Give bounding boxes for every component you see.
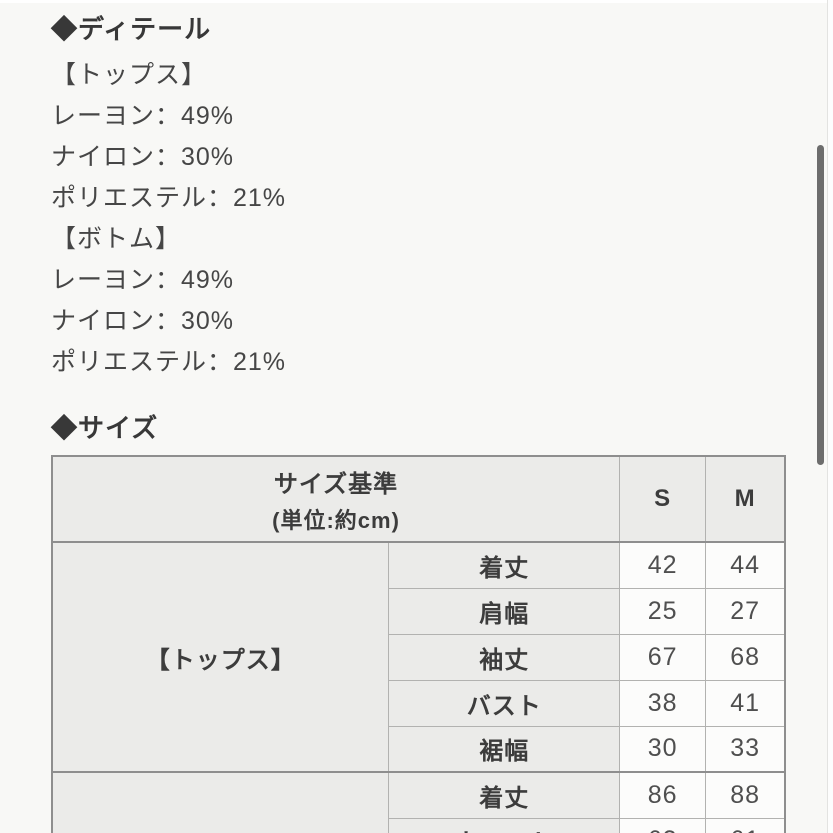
- table-row: 肩幅 25 27: [52, 587, 786, 635]
- composition-line: レーヨン：49%: [51, 266, 235, 294]
- size-table-header-row: サイズ基準 (単位:約cm) S M: [51, 455, 786, 543]
- value-cell-m: 44: [705, 541, 786, 589]
- group-label-cell-tops: 【トップス】: [51, 541, 390, 773]
- measurement-name-cell: 裾幅: [388, 725, 621, 773]
- value-cell-s: 86: [619, 771, 707, 819]
- value-cell-s: 30: [619, 725, 707, 773]
- table-row: 【トップス】 着丈 42 44: [51, 541, 786, 773]
- top-edge-strip: [0, 0, 833, 3]
- value-cell-m: 88: [705, 771, 786, 819]
- value-cell-s: 67: [619, 633, 707, 681]
- size-table: サイズ基準 (単位:約cm) S M 【トップス】 着丈 42 44 肩幅 25…: [51, 455, 786, 833]
- right-edge-strip: [827, 0, 833, 833]
- measurement-name-cell: 着丈: [388, 541, 621, 589]
- value-cell-s: 42: [619, 541, 707, 589]
- value-cell-m: 61: [705, 817, 786, 833]
- table-row: バスト 38 41: [52, 679, 786, 727]
- column-header-s: S: [619, 455, 707, 543]
- composition-line: ナイロン：30%: [51, 143, 235, 171]
- value-cell-m: 68: [705, 633, 786, 681]
- table-row: 裾幅 30 33: [52, 725, 786, 773]
- measurement-name-cell: 肩幅: [388, 587, 621, 635]
- composition-line: ナイロン：30%: [51, 307, 235, 335]
- measurement-name-cell: 着丈: [388, 771, 621, 819]
- bottom-section-header: 【ボトム】: [51, 225, 182, 253]
- value-cell-m: 27: [705, 587, 786, 635]
- value-cell-s: 38: [619, 679, 707, 727]
- measurement-name-cell: 袖丈: [388, 633, 621, 681]
- unit-label: (単位:約cm): [272, 507, 400, 533]
- composition-line: レーヨン：49%: [51, 102, 235, 130]
- scrollbar-thumb[interactable]: [817, 145, 824, 465]
- group-label-cell-bottom: [51, 771, 390, 833]
- product-description: ◆ディテール 【トップス】 レーヨン：49% ナイロン：30% ポリエステル：2…: [51, 14, 786, 833]
- table-row: ウエスト 62 61: [52, 817, 786, 833]
- composition-line: ポリエステル：21%: [51, 184, 287, 212]
- measurement-name-cell: バスト: [388, 679, 621, 727]
- measurement-name-cell: ウエスト: [388, 817, 621, 833]
- composition-line: ポリエステル：21%: [51, 348, 287, 376]
- size-basis-title: サイズ基準: [273, 470, 399, 498]
- value-cell-m: 33: [705, 725, 786, 773]
- value-cell-s: 62: [619, 817, 707, 833]
- value-cell-s: 25: [619, 587, 707, 635]
- size-heading: ◆サイズ: [51, 413, 159, 443]
- value-cell-m: 41: [705, 679, 786, 727]
- tops-section-header: 【トップス】: [51, 61, 208, 89]
- column-header-m: M: [705, 455, 786, 543]
- table-row: 着丈 86 88: [51, 771, 786, 833]
- details-heading: ◆ディテール: [51, 14, 212, 44]
- size-basis-header-cell: サイズ基準 (単位:約cm): [51, 455, 621, 543]
- table-row: 袖丈 67 68: [52, 633, 786, 681]
